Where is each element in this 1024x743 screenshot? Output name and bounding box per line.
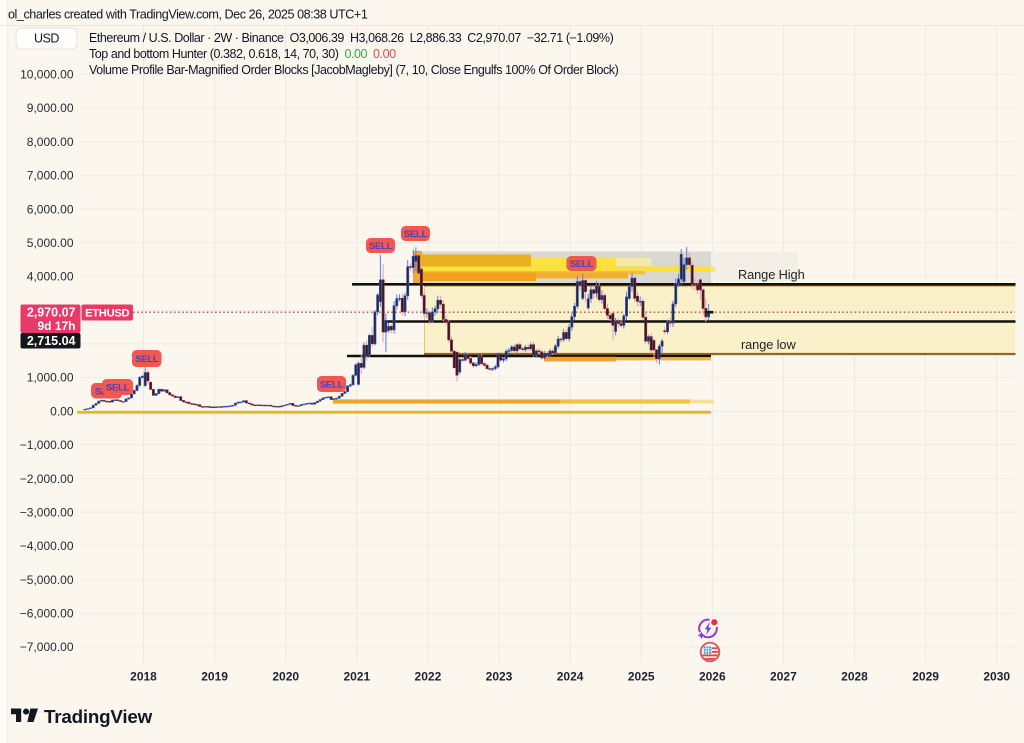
svg-text:Ethereum / U.S. Dollar · 2W ·: Ethereum / U.S. Dollar · 2W · Binance O3…: [89, 31, 614, 45]
svg-text:TradingView: TradingView: [44, 706, 153, 727]
svg-text:2028: 2028: [841, 670, 868, 684]
svg-text:−6,000.00: −6,000.00: [20, 607, 74, 621]
svg-text:USD: USD: [34, 32, 59, 46]
svg-text:ETHUSD: ETHUSD: [85, 308, 129, 320]
svg-text:9d 17h: 9d 17h: [37, 319, 75, 333]
svg-text:2,970.07: 2,970.07: [27, 306, 76, 320]
svg-text:ol_charles created with Tradin: ol_charles created with TradingView.com,…: [8, 8, 368, 22]
svg-text:Top and bottom Hunter (0.382,: Top and bottom Hunter (0.382, 0.618, 14,…: [89, 47, 396, 61]
svg-text:2022: 2022: [415, 670, 442, 684]
svg-text:−5,000.00: −5,000.00: [20, 573, 74, 587]
svg-text:9,000.00: 9,000.00: [27, 101, 74, 115]
svg-text:−7,000.00: −7,000.00: [20, 640, 74, 654]
svg-text:Range High: Range High: [738, 267, 805, 282]
svg-text:2024: 2024: [557, 670, 584, 684]
svg-text:2018: 2018: [130, 670, 157, 684]
svg-text:6,000.00: 6,000.00: [27, 202, 74, 216]
svg-text:2021: 2021: [343, 670, 370, 684]
svg-text:8,000.00: 8,000.00: [27, 135, 74, 149]
svg-text:5,000.00: 5,000.00: [27, 236, 74, 250]
svg-text:1,000.00: 1,000.00: [27, 371, 74, 385]
svg-text:Volume Profile Bar-Magnified O: Volume Profile Bar-Magnified Order Block…: [89, 63, 619, 77]
svg-text:2029: 2029: [912, 670, 939, 684]
svg-text:SELL: SELL: [369, 241, 393, 252]
svg-text:2023: 2023: [486, 670, 513, 684]
svg-text:SELL: SELL: [404, 229, 428, 240]
svg-text:SELL: SELL: [135, 354, 159, 365]
svg-text:SELL: SELL: [106, 383, 130, 394]
svg-text:−4,000.00: −4,000.00: [20, 539, 74, 553]
svg-text:SELL: SELL: [570, 259, 594, 270]
svg-text:SELL: SELL: [320, 380, 344, 391]
svg-text:2,715.04: 2,715.04: [27, 334, 76, 348]
svg-text:2030: 2030: [983, 670, 1010, 684]
svg-text:10,000.00: 10,000.00: [20, 68, 74, 82]
svg-text:2027: 2027: [770, 670, 797, 684]
svg-text:2025: 2025: [628, 670, 655, 684]
svg-text:range low: range low: [741, 337, 796, 352]
svg-text:−3,000.00: −3,000.00: [20, 506, 74, 520]
svg-text:0.00: 0.00: [50, 404, 74, 418]
svg-text:−1,000.00: −1,000.00: [20, 438, 74, 452]
svg-text:2026: 2026: [699, 670, 726, 684]
svg-text:4,000.00: 4,000.00: [27, 270, 74, 284]
svg-text:7,000.00: 7,000.00: [27, 169, 74, 183]
svg-text:2019: 2019: [201, 670, 228, 684]
svg-text:2020: 2020: [272, 670, 299, 684]
svg-text:−2,000.00: −2,000.00: [20, 472, 74, 486]
